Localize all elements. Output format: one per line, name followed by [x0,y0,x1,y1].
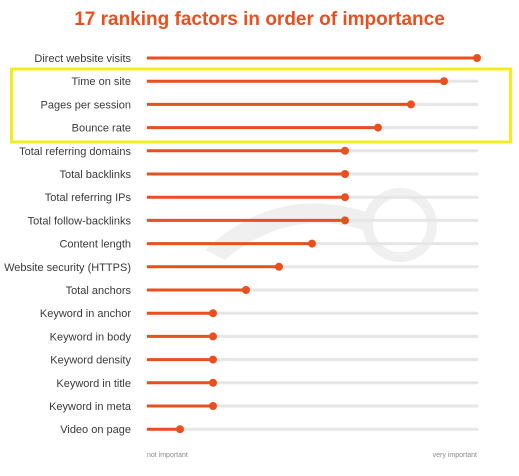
bar-end-dot [440,77,448,86]
category-label: Website security (HTTPS) [4,262,131,274]
bar-end-dot [407,100,415,109]
category-label: Keyword density [50,355,131,367]
category-label: Total referring IPs [45,192,132,204]
category-label: Keyword in body [50,331,132,343]
bar-end-dot [209,309,217,318]
bar-end-dot [341,170,349,178]
category-label: Total referring domains [19,146,131,158]
bar-end-dot [209,402,217,410]
bar-end-dot [341,216,349,225]
category-label: Content length [59,239,131,251]
category-label: Video on page [60,424,131,436]
bar-end-dot [308,239,316,248]
category-label: Time on site [71,76,131,88]
category-label: Bounce rate [72,123,131,135]
chart-title: 17 ranking factors in order of importanc… [74,9,445,30]
category-label: Total backlinks [59,169,131,181]
scale-min-label: not important [147,452,188,459]
category-label: Total follow-backlinks [28,215,132,227]
category-label: Direct website visits [34,53,131,65]
bar-end-dot [275,262,283,271]
category-label: Keyword in title [56,378,131,390]
bar-end-dot [209,332,217,341]
bar-end-dot [341,193,349,202]
bar-end-dot [242,286,250,294]
bar-end-dot [209,355,217,364]
category-label: Keyword in meta [49,401,132,413]
bar-end-dot [176,425,184,434]
category-label: Keyword in anchor [40,308,131,320]
highlight-box [10,67,512,144]
bar-end-dot [374,123,382,132]
bar-end-dot [209,378,217,387]
bar-end-dot [473,54,481,62]
logo-watermark [205,188,437,262]
category-label: Total anchors [66,285,132,297]
category-label: Pages per session [41,99,132,111]
bar-end-dot [341,146,349,155]
scale-max-label: very important [433,452,477,459]
